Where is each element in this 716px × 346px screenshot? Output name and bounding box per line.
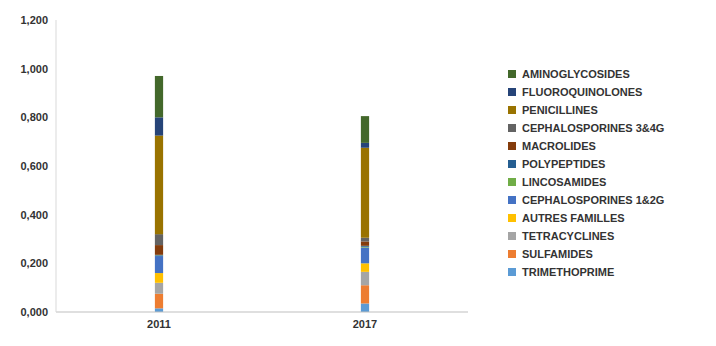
html-text:CEPHALOSPORINES 3&4G: CEPHALOSPORINES 3&4G: [522, 122, 665, 134]
svg-text:0,200: 0,200: [20, 257, 48, 269]
html-text:AMINOGLYCOSIDES: AMINOGLYCOSIDES: [522, 68, 630, 80]
svg-text:1,000: 1,000: [20, 63, 48, 75]
html-text:SULFAMIDES: SULFAMIDES: [522, 248, 593, 260]
svg-text:0,000: 0,000: [20, 306, 48, 318]
html-text:AUTRES FAMILLES: AUTRES FAMILLES: [522, 212, 625, 224]
html-text:POLYPEPTIDES: POLYPEPTIDES: [522, 158, 606, 170]
svg-text:1,200: 1,200: [20, 14, 48, 26]
html-text:FLUOROQUINOLONES: FLUOROQUINOLONES: [522, 86, 643, 98]
svg-text:2017: 2017: [353, 318, 377, 330]
svg-text:0,800: 0,800: [20, 111, 48, 123]
html-text:TRIMETHOPRIME: TRIMETHOPRIME: [522, 266, 615, 278]
svg-text:0,400: 0,400: [20, 209, 48, 221]
html-text:MACROLIDES: MACROLIDES: [522, 140, 596, 152]
svg-text:0,600: 0,600: [20, 160, 48, 172]
html-text:CEPHALOSPORINES 1&2G: CEPHALOSPORINES 1&2G: [522, 194, 665, 206]
html-text:LINCOSAMIDES: LINCOSAMIDES: [522, 176, 607, 188]
html-text:PENICILLINES: PENICILLINES: [522, 104, 598, 116]
svg-text:2011: 2011: [147, 318, 171, 330]
html-text:TETRACYCLINES: TETRACYCLINES: [522, 230, 615, 242]
